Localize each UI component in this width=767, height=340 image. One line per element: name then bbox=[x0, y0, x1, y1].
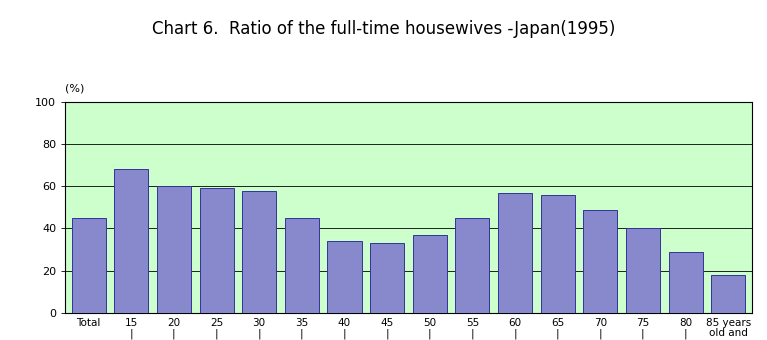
Bar bbox=[370, 243, 404, 313]
Bar bbox=[498, 193, 532, 313]
Bar bbox=[328, 241, 361, 313]
Bar bbox=[669, 252, 703, 313]
Bar bbox=[456, 218, 489, 313]
Bar bbox=[541, 195, 574, 313]
Bar bbox=[114, 169, 148, 313]
Bar bbox=[711, 275, 746, 313]
Bar bbox=[413, 235, 447, 313]
Bar bbox=[285, 218, 319, 313]
Bar bbox=[626, 228, 660, 313]
Bar bbox=[199, 188, 234, 313]
Bar bbox=[71, 218, 106, 313]
Text: (%): (%) bbox=[65, 84, 84, 94]
Bar bbox=[157, 186, 191, 313]
Bar bbox=[583, 209, 617, 313]
Text: Chart 6.  Ratio of the full-time housewives -Japan(1995): Chart 6. Ratio of the full-time housewiv… bbox=[152, 20, 615, 38]
Bar bbox=[242, 190, 276, 313]
